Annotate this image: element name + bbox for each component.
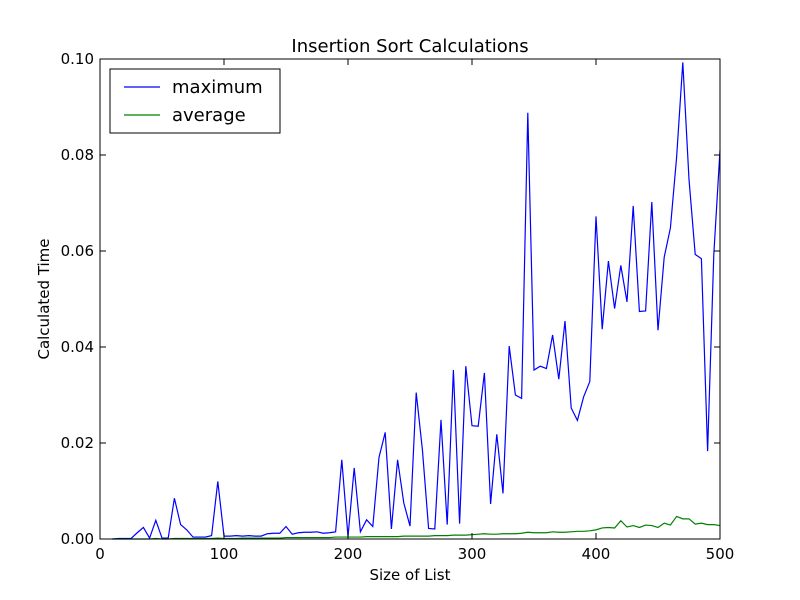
y-axis-label: Calculated Time [35,238,53,359]
y-tick-label: 0.10 [61,50,94,68]
y-tick-label: 0.06 [61,242,94,260]
x-tick-label: 300 [458,545,487,563]
x-tick-label: 100 [210,545,239,563]
series-line-maximum [112,62,721,540]
y-tick-label: 0.08 [61,146,94,164]
legend-label-average: average [172,105,246,126]
series-layer [112,62,721,540]
legend-box [109,68,281,134]
series-line-average [112,515,721,540]
legend: maximum average [109,68,281,134]
x-tick-label: 500 [706,545,735,563]
x-tick-label: 200 [334,545,363,563]
chart-title: Insertion Sort Calculations [291,36,528,57]
legend-label-maximum: maximum [172,77,263,98]
x-tick-label: 400 [582,545,611,563]
y-tick-label: 0.04 [61,338,94,356]
x-tick-label: 0 [95,545,105,563]
ticks-layer: 0 100 200 300 400 500 0.00 0.02 0.04 0.06 0.08 0.10 [61,50,735,563]
y-tick-label: 0.02 [61,434,94,452]
y-tick-label: 0.00 [61,530,94,548]
x-axis-label: Size of List [369,566,450,584]
plot-area-frame [99,58,721,540]
